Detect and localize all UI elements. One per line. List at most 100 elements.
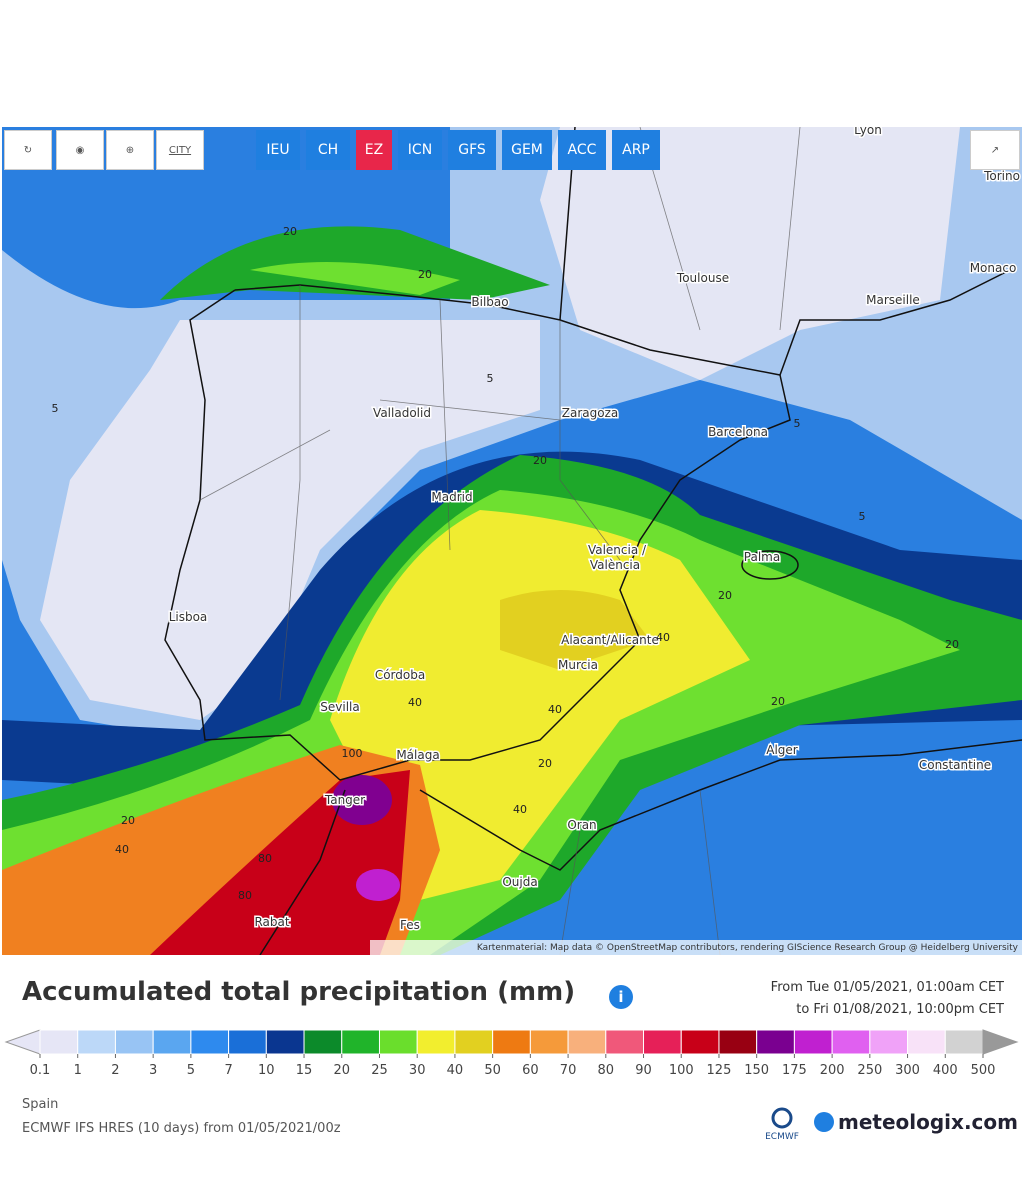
city-label: Marseille <box>866 293 920 307</box>
contour-label: 5 <box>487 372 494 385</box>
legend-tick-label: 200 <box>820 1063 845 1078</box>
legend-tick-label: 400 <box>933 1063 958 1078</box>
period-to: to Fri 01/08/2021, 10:00pm CET <box>796 1002 1004 1017</box>
share-button[interactable]: ↗ <box>970 130 1020 170</box>
city-label: Bilbao <box>471 295 508 309</box>
coastline <box>164 289 341 781</box>
city-label: Oujda <box>502 875 537 889</box>
legend-swatch <box>567 1029 607 1055</box>
city-label: Monaco <box>970 261 1017 275</box>
model-tab[interactable]: GFS <box>448 130 496 170</box>
contour-label: 20 <box>718 589 732 602</box>
legend-tick-label: 5 <box>187 1063 195 1078</box>
legend-swatch <box>643 1029 682 1055</box>
brand: meteologix.com <box>838 1110 1018 1134</box>
coastline <box>339 374 791 781</box>
city-label: Murcia <box>558 658 598 672</box>
model-tab[interactable]: ICN <box>398 130 442 170</box>
city-label: Constantine <box>919 758 991 772</box>
legend-tick-label: 3 <box>149 1063 157 1078</box>
contour-label: 80 <box>258 852 272 865</box>
city-label: Valladolid <box>373 406 431 420</box>
legend-swatch <box>944 1029 984 1055</box>
legend-tick-label: 150 <box>744 1063 769 1078</box>
legend-swatch <box>228 1029 267 1055</box>
legend-swatch <box>492 1029 531 1055</box>
legend-swatch <box>831 1029 871 1055</box>
zoom-button[interactable]: ⊕ <box>106 130 154 170</box>
model-run: ECMWF IFS HRES (10 days) from 01/05/2021… <box>22 1121 341 1136</box>
contour-label: 40 <box>115 843 129 856</box>
model-tab[interactable]: CH <box>306 130 350 170</box>
attribution-bg <box>370 940 1022 955</box>
city-label: Sevilla <box>320 700 359 714</box>
legend-swatch <box>907 1029 946 1055</box>
city-label: Zaragoza <box>562 406 618 420</box>
info-icon[interactable] <box>609 985 633 1009</box>
contour-label: 5 <box>794 417 801 430</box>
model-tab[interactable]: ACC <box>558 130 606 170</box>
legend-tick-label: 7 <box>224 1063 232 1078</box>
city-label: Alger <box>766 743 798 757</box>
coastline <box>741 550 799 580</box>
city-label: Rabat <box>254 915 289 929</box>
coastline <box>234 127 576 321</box>
contour-label: 40 <box>513 803 527 816</box>
city-label: Palma <box>744 550 780 564</box>
contour-label: 40 <box>656 631 670 644</box>
city-label: Torino <box>983 169 1020 183</box>
legend-tick-label: 70 <box>560 1063 577 1078</box>
city-button[interactable]: CITY <box>156 130 204 170</box>
legend-swatch <box>680 1029 720 1055</box>
ecmwf-icon <box>771 1107 793 1129</box>
legend-tick-label: 50 <box>484 1063 501 1078</box>
legend-swatch <box>303 1029 343 1055</box>
contour-label: 20 <box>283 225 297 238</box>
reload-button[interactable]: ↻ <box>4 130 52 170</box>
coastlines <box>164 127 1022 955</box>
legend-tick-label: 15 <box>296 1063 313 1078</box>
legend-swatch <box>77 1029 116 1055</box>
model-tab[interactable]: IEU <box>256 130 300 170</box>
legend-tick-label: 2 <box>111 1063 119 1078</box>
legend-swatch <box>39 1029 79 1055</box>
legend-swatch <box>454 1029 494 1055</box>
model-tab[interactable]: ARP <box>612 130 660 170</box>
legend-tick-label: 1 <box>74 1063 82 1078</box>
region: Spain <box>22 1097 58 1112</box>
contour-label: 20 <box>945 638 959 651</box>
legend-swatch <box>190 1029 230 1055</box>
period-from: From Tue 01/05/2021, 01:00am CET <box>771 980 1004 995</box>
city-label: Lisboa <box>169 610 208 624</box>
contour-label: 5 <box>52 402 59 415</box>
city-label: Fes <box>400 918 420 932</box>
legend-swatch <box>718 1029 758 1055</box>
city-label: Barcelona <box>708 425 768 439</box>
city-label: Valencia / <box>588 543 647 557</box>
legend-tick-label: 60 <box>522 1063 539 1078</box>
city-label: València <box>590 558 640 572</box>
brand-icon <box>814 1112 834 1132</box>
model-tab[interactable]: GEM <box>502 130 552 170</box>
borders <box>199 127 801 955</box>
coastline <box>559 269 1011 376</box>
legend-tick-label: 0.1 <box>30 1063 51 1078</box>
legend-swatch <box>793 1029 833 1055</box>
legend-bar: 0.1 1 2 3 5 7 10 15 20 25 30 40 50 60 70 80 90 100 125 150 1… <box>4 1029 1019 1078</box>
info-icon-glyph: i <box>618 988 623 1006</box>
legend-swatch <box>756 1029 795 1055</box>
city-label: Oran <box>567 818 596 832</box>
precip-area <box>500 590 650 670</box>
city-label: Córdoba <box>375 668 425 682</box>
legend-swatch <box>378 1029 418 1055</box>
model-tab[interactable]: EZ <box>356 130 392 170</box>
legend-tick-label: 500 <box>971 1063 996 1078</box>
location-button[interactable]: ◉ <box>56 130 104 170</box>
ecmwf-logo: ECMWF <box>765 1132 799 1142</box>
legend-swatch <box>869 1029 909 1055</box>
legend-swatch <box>341 1029 380 1055</box>
contour-label: 40 <box>408 696 422 709</box>
precip-area <box>40 320 540 720</box>
city-label: Madrid <box>431 490 472 504</box>
